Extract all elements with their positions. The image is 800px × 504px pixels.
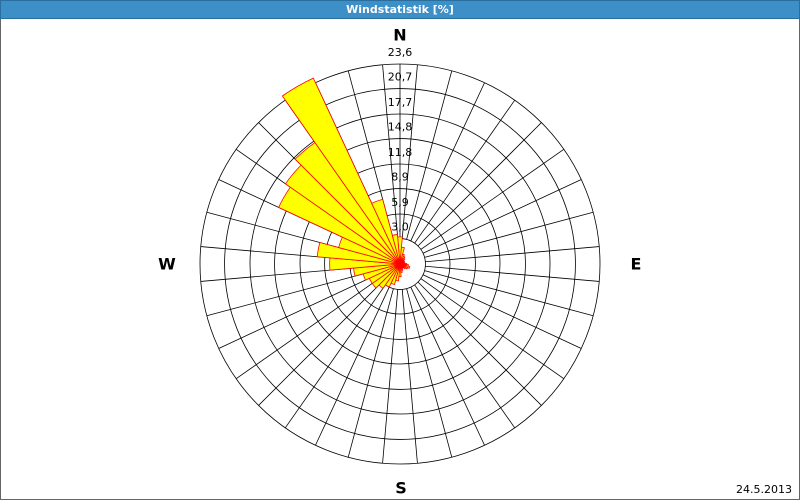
grid-spoke (425, 265, 600, 282)
grid-spoke (422, 179, 582, 254)
grid-spoke (382, 64, 399, 239)
r-tick-label: 14,8 (388, 121, 413, 134)
bar (281, 77, 401, 265)
grid-spoke (401, 289, 418, 464)
grid-spoke (401, 64, 418, 239)
grid-spoke (382, 289, 399, 464)
bar (391, 234, 401, 265)
r-tick-label: 5,9 (391, 196, 409, 209)
grid-spoke (406, 70, 453, 240)
r-tick-label: 17,7 (388, 96, 413, 109)
grid-spoke (422, 274, 582, 349)
r-tick-label: 20,7 (388, 71, 413, 84)
grid-spoke (406, 288, 453, 458)
direction-label: N (393, 26, 406, 45)
grid-spoke (420, 148, 565, 250)
grid-spoke (218, 274, 378, 349)
grid-spoke (420, 278, 565, 380)
chart-title: Windstatistik [%] (346, 3, 454, 16)
grid-spoke (347, 288, 394, 458)
grid-spoke (284, 284, 386, 429)
r-tick-label: 3,0 (391, 221, 409, 234)
grid-spoke (206, 270, 376, 317)
direction-label: E (631, 255, 642, 274)
grid-spoke (424, 211, 594, 258)
bar (371, 198, 401, 265)
r-tick-label: 23,6 (388, 46, 413, 59)
grid-spoke (410, 82, 485, 242)
grid-spoke (414, 284, 516, 429)
grid-spoke (258, 281, 383, 406)
date-label: 24.5.2013 (736, 483, 792, 496)
grid-spoke (417, 281, 542, 406)
grid-spoke (417, 122, 542, 247)
grid-spoke (425, 246, 600, 263)
direction-label: S (395, 479, 407, 498)
direction-label: W (158, 255, 176, 274)
grid-spoke (414, 99, 516, 244)
grid-spoke (424, 270, 594, 317)
grid-spoke (315, 286, 390, 446)
r-tick-label: 11,8 (388, 146, 413, 159)
r-tick-label: 8,9 (391, 171, 409, 184)
grid-spoke (235, 278, 380, 380)
grid-spoke (410, 286, 485, 446)
